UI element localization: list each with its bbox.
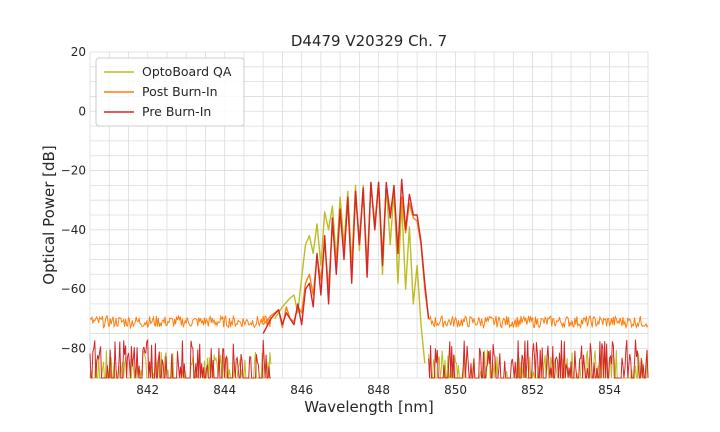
noise-post-burn-in bbox=[89, 314, 272, 330]
noise-pre-burn-in bbox=[428, 339, 649, 379]
y-tick-label: −40 bbox=[61, 223, 86, 237]
y-tick-label: 20 bbox=[71, 45, 86, 59]
legend-label-post-burn-in: Post Burn-In bbox=[142, 84, 218, 99]
y-tick-label: −80 bbox=[61, 341, 86, 355]
x-tick-label: 852 bbox=[521, 383, 544, 397]
x-tick-label: 844 bbox=[213, 383, 236, 397]
y-tick-label: 0 bbox=[78, 104, 86, 118]
x-tick-label: 842 bbox=[136, 383, 159, 397]
x-tick-labels: 842 844 846 848 850 852 854 bbox=[136, 383, 621, 397]
noise-post-burn-in bbox=[428, 314, 649, 330]
series-line-pre-burn-in bbox=[262, 178, 430, 334]
x-tick-label: 848 bbox=[367, 383, 390, 397]
legend: OptoBoard QA Post Burn-In Pre Burn-In bbox=[95, 57, 245, 127]
x-tick-label: 846 bbox=[290, 383, 313, 397]
y-tick-labels: 20 0 −20 −40 −60 −80 bbox=[61, 45, 86, 355]
noise-pre-burn-in bbox=[89, 338, 271, 379]
y-tick-label: −60 bbox=[61, 282, 86, 296]
x-axis-title: Wavelength [nm] bbox=[304, 398, 434, 416]
noise-floor bbox=[89, 314, 649, 379]
x-tick-label: 850 bbox=[444, 383, 467, 397]
y-tick-label: −20 bbox=[61, 164, 86, 178]
y-axis-title: Optical Power [dB] bbox=[40, 145, 58, 284]
x-tick-label: 854 bbox=[598, 383, 621, 397]
legend-box bbox=[95, 57, 245, 127]
series-lines bbox=[262, 178, 430, 364]
chart-title: D4479 V20329 Ch. 7 bbox=[291, 32, 447, 50]
legend-label-pre-burn-in: Pre Burn-In bbox=[142, 104, 211, 119]
legend-label-optoboard-qa: OptoBoard QA bbox=[142, 64, 232, 79]
